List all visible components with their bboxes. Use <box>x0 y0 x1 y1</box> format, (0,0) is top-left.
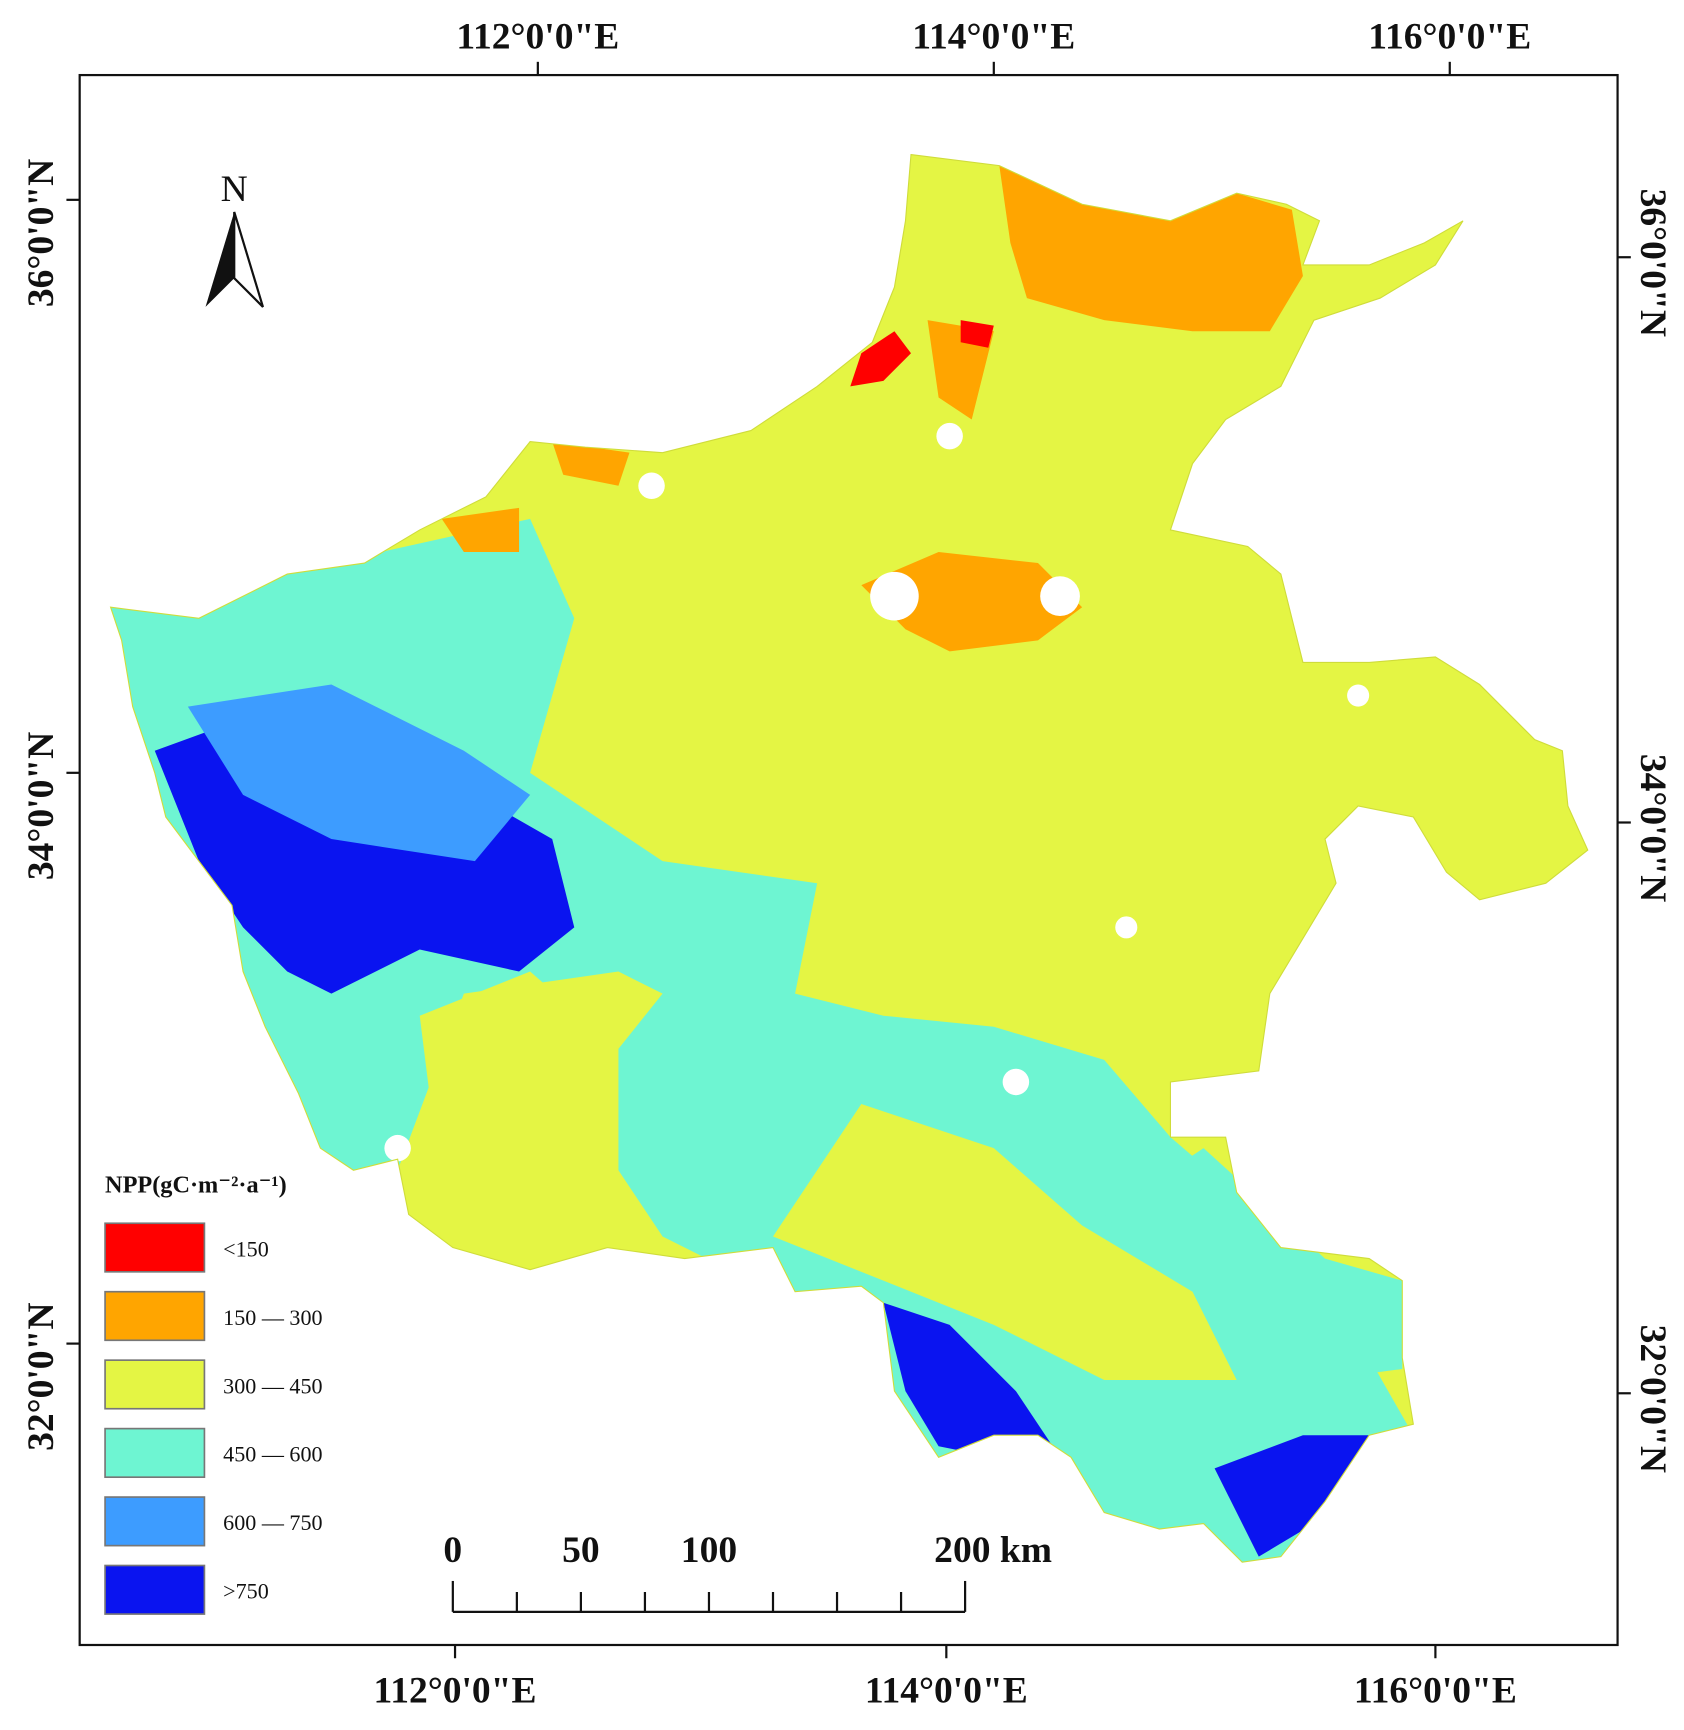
urban-area <box>870 571 919 621</box>
legend-label: 450 — 600 <box>223 1442 322 1467</box>
bottom-axis-label: 116°0'0"E <box>1354 1670 1517 1711</box>
bottom-axis-label: 112°0'0"E <box>374 1670 537 1711</box>
scale-label: 0 <box>443 1530 462 1571</box>
urban-area <box>1040 576 1080 617</box>
scale-bar: 0 50 100 200 km <box>443 1530 1052 1613</box>
npp-patch <box>960 320 994 348</box>
npp-patch <box>187 684 531 862</box>
urban-area <box>1002 1068 1030 1096</box>
legend-label: <150 <box>223 1236 269 1261</box>
bottom-axis-label: 114°0'0"E <box>865 1670 1028 1711</box>
legend-label: 300 — 450 <box>223 1373 322 1398</box>
right-axis-label: 32°0'0"N <box>1632 1325 1673 1473</box>
npp-patch <box>772 1104 1237 1381</box>
top-axis-label: 112°0'0"E <box>456 17 619 58</box>
scale-label: 100 <box>681 1530 737 1571</box>
right-axis-label: 36°0'0"N <box>1632 189 1673 337</box>
top-axis-label: 114°0'0"E <box>912 17 1075 58</box>
scale-label: 50 <box>562 1530 600 1571</box>
npp-patch <box>419 971 619 1215</box>
npp-patch <box>861 552 1083 652</box>
legend-swatch <box>104 1564 206 1615</box>
legend-swatch <box>104 1427 206 1479</box>
urban-area <box>1115 916 1138 939</box>
urban-area <box>638 472 665 500</box>
left-axis-label: 32°0'0"N <box>21 1303 62 1451</box>
legend-swatch <box>104 1290 206 1342</box>
legend-swatch <box>104 1222 206 1273</box>
legend-title: NPP(gC·m⁻²·a⁻¹) <box>105 1171 287 1198</box>
legend-label: 600 — 750 <box>223 1510 322 1535</box>
npp-patch <box>999 165 1303 332</box>
scale-label: 200 km <box>934 1530 1052 1571</box>
legend-swatch <box>104 1496 206 1547</box>
north-label: N <box>221 169 248 210</box>
urban-area <box>384 1134 411 1162</box>
legend-label: >750 <box>223 1579 269 1604</box>
legend-label: 150 — 300 <box>223 1305 322 1330</box>
npp-patch <box>1214 1435 1370 1557</box>
npp-patch <box>1104 1148 1403 1392</box>
right-axis-label: 34°0'0"N <box>1632 754 1673 902</box>
urban-area <box>1347 684 1370 707</box>
urban-area <box>936 422 963 450</box>
province-outline <box>109 153 1589 1563</box>
legend-swatch <box>104 1359 206 1410</box>
arrow-right <box>233 211 264 308</box>
npp-patch <box>850 331 912 387</box>
left-axis-label: 34°0'0"N <box>21 732 62 880</box>
left-axis-label: 36°0'0"N <box>21 159 62 307</box>
npp-patch <box>441 507 520 553</box>
npp-patch <box>883 1302 1061 1458</box>
top-axis-label: 116°0'0"E <box>1368 17 1531 58</box>
npp-patch <box>552 441 630 486</box>
